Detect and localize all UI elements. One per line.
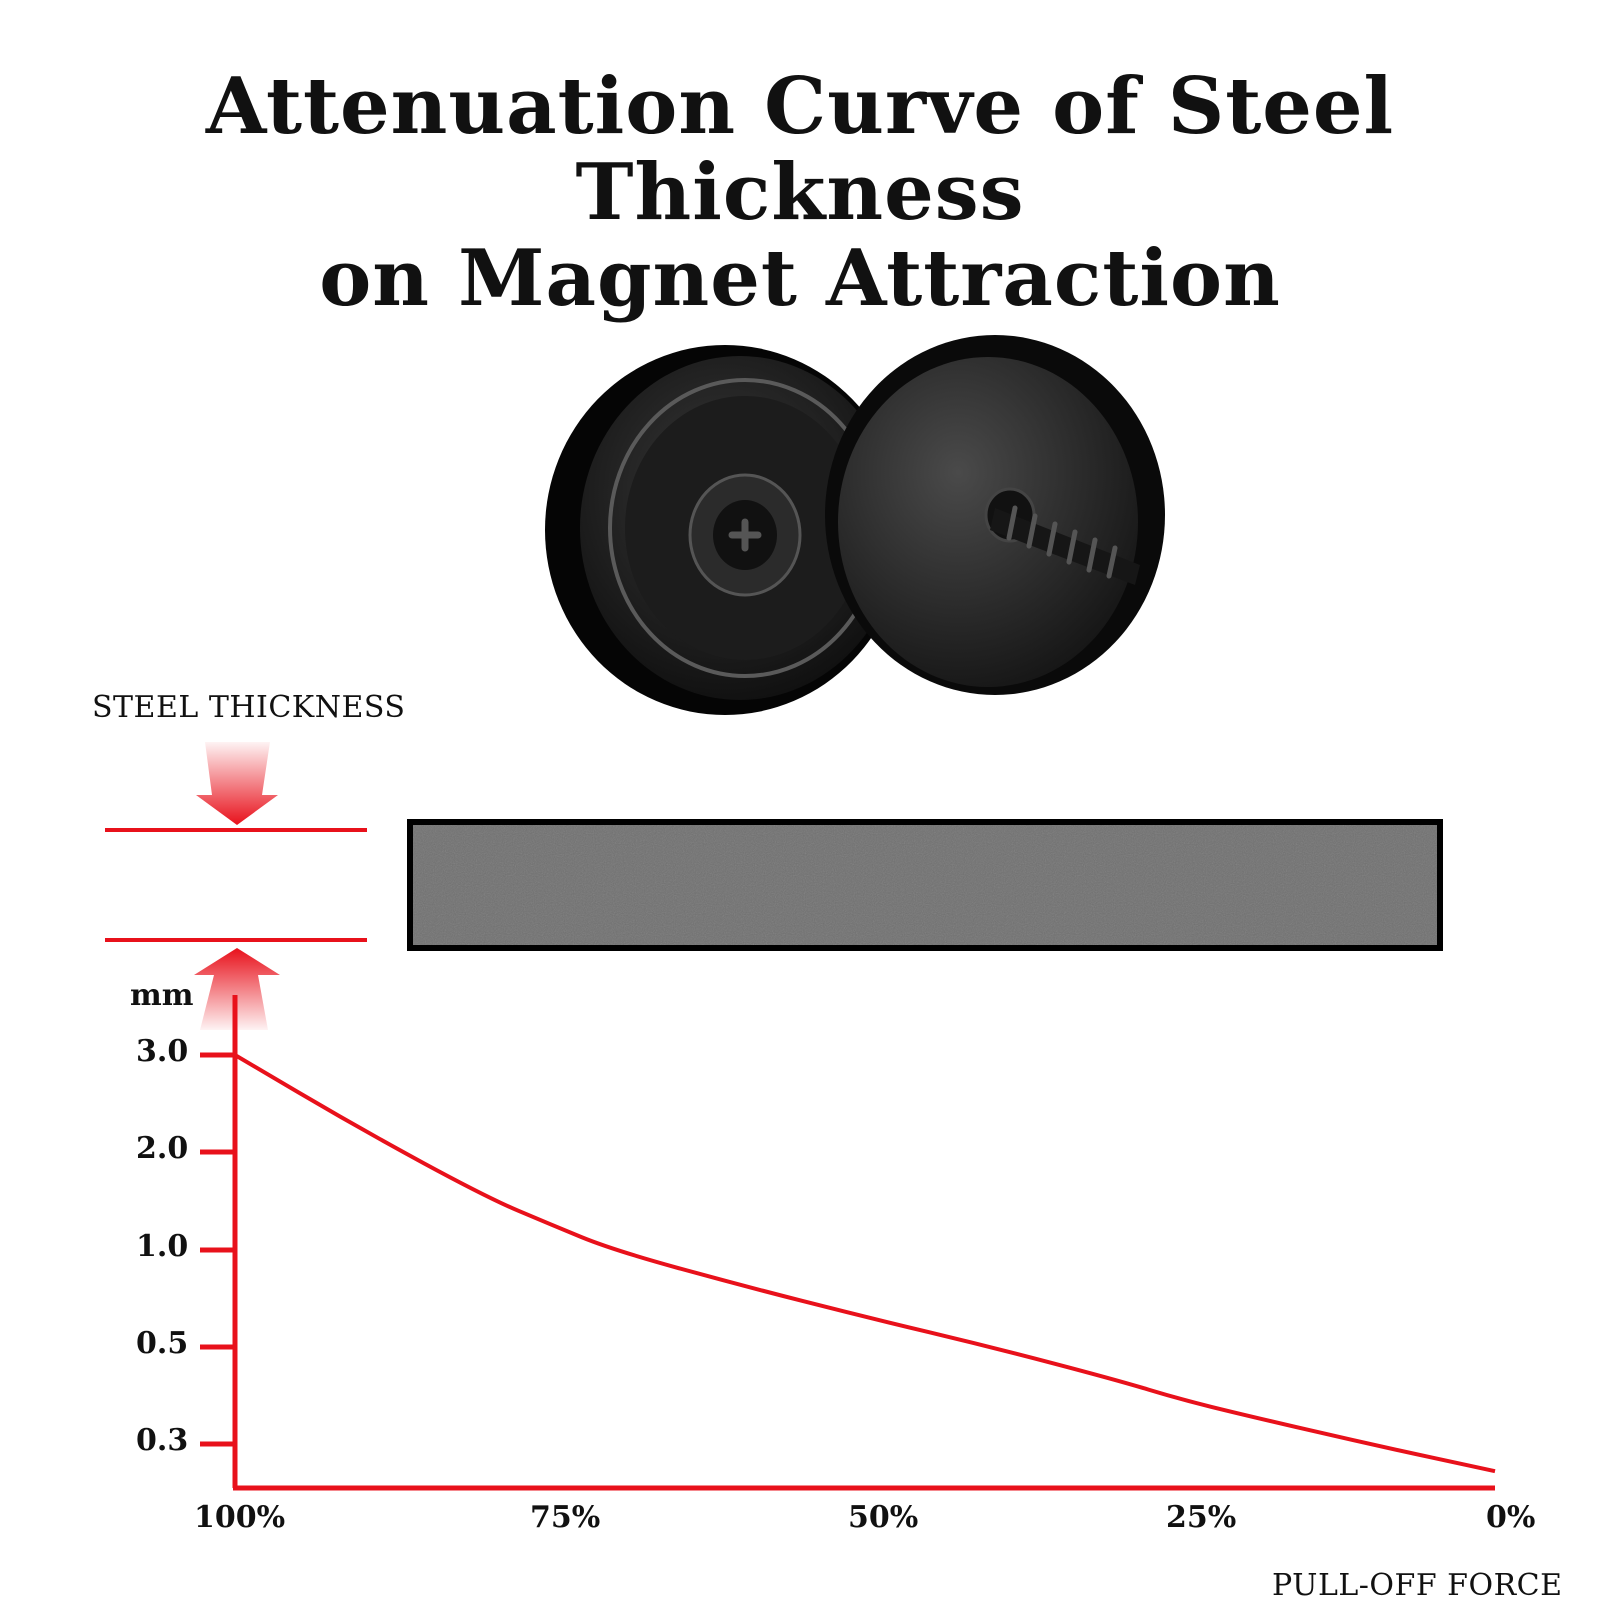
x-tick-label: 75% [530, 1500, 601, 1535]
title-line-1: Attenuation Curve of Steel Thickness [205, 61, 1395, 238]
y-tick-label: 0.3 [136, 1423, 189, 1458]
y-tick-label: 3.0 [136, 1034, 189, 1069]
x-axis-title: PULL-OFF FORCE [1272, 1568, 1563, 1603]
title-line-2: on Magnet Attraction [319, 233, 1281, 324]
red-double-arrow-icon [194, 742, 280, 1030]
x-tick-label: 25% [1166, 1500, 1237, 1535]
x-tick-label: 100% [194, 1500, 286, 1535]
y-tick-label: 0.5 [136, 1326, 189, 1361]
y-tick-label: 1.0 [136, 1229, 189, 1264]
y-axis-unit: mm [130, 978, 194, 1013]
mounting-magnet-pair-icon [545, 335, 1165, 715]
right-magnet [825, 335, 1165, 695]
y-tick-label: 2.0 [136, 1131, 189, 1166]
screw-icon [990, 505, 1140, 585]
steel-plate [407, 819, 1443, 951]
attenuation-curve [233, 1053, 1496, 1474]
y-axis-ticks [200, 1052, 235, 1447]
left-magnet [545, 345, 905, 715]
x-tick-label: 50% [848, 1500, 919, 1535]
page-title: Attenuation Curve of Steel Thickness on … [0, 64, 1600, 322]
x-tick-label: 0% [1486, 1500, 1536, 1535]
steel-thickness-label: STEEL THICKNESS [92, 690, 406, 725]
